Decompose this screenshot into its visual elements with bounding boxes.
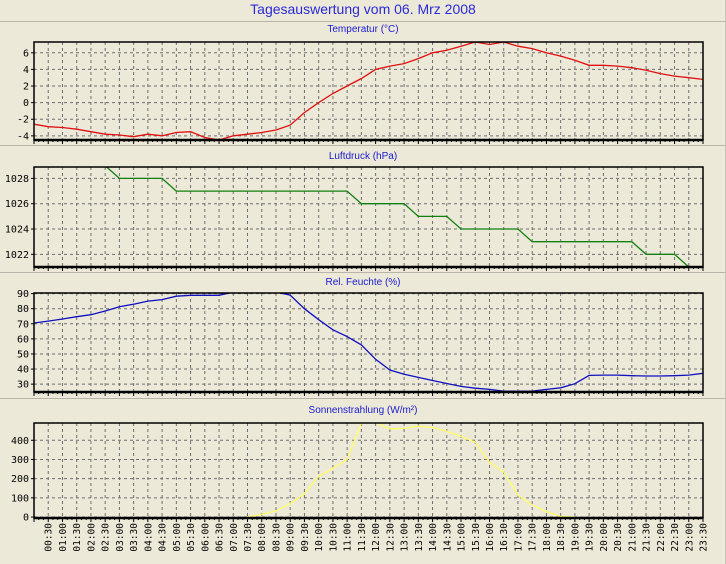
plot-frame bbox=[33, 41, 704, 141]
x-tick-label: 02:00 bbox=[86, 523, 97, 552]
x-tick-label: 14:00 bbox=[428, 523, 439, 552]
x-tick-label: 05:00 bbox=[172, 523, 183, 552]
x-tick-label: 18:00 bbox=[542, 523, 553, 552]
series-line bbox=[105, 167, 703, 267]
x-tick-label: 07:30 bbox=[243, 523, 254, 552]
x-tick-label: 12:30 bbox=[385, 523, 396, 552]
y-tick-label: 1024 bbox=[5, 225, 29, 236]
x-tick-label: 20:30 bbox=[613, 523, 624, 552]
y-tick-label: 1028 bbox=[5, 174, 29, 185]
x-tick-label: 04:00 bbox=[143, 523, 154, 552]
x-tick-label: 00:30 bbox=[44, 523, 55, 552]
panel-title: Sonnenstrahlung (W/m²) bbox=[309, 405, 418, 416]
x-tick-label: 19:00 bbox=[570, 523, 581, 552]
x-tick-label: 11:00 bbox=[343, 523, 354, 552]
y-tick-label: 1026 bbox=[5, 199, 29, 210]
x-tick-label: 01:30 bbox=[72, 523, 83, 552]
y-tick-label: -2 bbox=[17, 115, 29, 126]
y-tick-label: 40 bbox=[17, 365, 29, 376]
y-tick-label: 300 bbox=[11, 455, 29, 466]
panel-2: Luftdruck (hPa) 1022 1024 1026 1028 bbox=[0, 151, 726, 273]
x-tick-label: 05:30 bbox=[186, 523, 197, 552]
x-tick-label: 09:00 bbox=[286, 523, 297, 552]
x-tick-label: 23:30 bbox=[699, 523, 710, 552]
x-tick-label: 16:00 bbox=[485, 523, 496, 552]
plot-frame bbox=[33, 166, 704, 268]
x-tick-label: 15:30 bbox=[471, 523, 482, 552]
panel-3: Rel. Feuchte (%) 30 40 50 60 70 80 90 bbox=[0, 277, 726, 399]
x-tick-label: 23:00 bbox=[684, 523, 695, 552]
y-tick-label: 60 bbox=[17, 334, 29, 345]
x-tick-label: 03:30 bbox=[129, 523, 140, 552]
y-tick-label: 80 bbox=[17, 304, 29, 315]
panel-title: Temperatur (°C) bbox=[327, 24, 398, 35]
x-tick-label: 20:00 bbox=[599, 523, 610, 552]
y-tick-label: 1022 bbox=[5, 250, 29, 261]
y-tick-label: 200 bbox=[11, 474, 29, 485]
plot-frame bbox=[33, 422, 704, 519]
x-tick-label: 03:00 bbox=[115, 523, 126, 552]
panel-4: Sonnenstrahlung (W/m²) 0 100 200 300 400 bbox=[11, 405, 704, 524]
x-tick-label: 19:30 bbox=[585, 523, 596, 552]
y-tick-label: 0 bbox=[23, 513, 29, 524]
x-tick-label: 16:30 bbox=[499, 523, 510, 552]
panel-title: Luftdruck (hPa) bbox=[329, 151, 397, 162]
panel-1: Temperatur (°C) -4 -2 0 2 4 6 bbox=[0, 24, 726, 146]
y-tick-label: 4 bbox=[23, 65, 29, 76]
x-tick-label: 04:30 bbox=[158, 523, 169, 552]
x-tick-label: 02:30 bbox=[101, 523, 112, 552]
plot-frame bbox=[33, 292, 704, 393]
x-tick-label: 21:00 bbox=[627, 523, 638, 552]
y-tick-label: 90 bbox=[17, 289, 29, 300]
x-tick-label: 17:00 bbox=[513, 523, 524, 552]
x-tick-label: 10:30 bbox=[328, 523, 339, 552]
main-title: Tagesauswertung vom 06. Mrz 2008 bbox=[250, 1, 476, 17]
y-tick-label: -4 bbox=[17, 131, 29, 142]
x-tick-label: 12:00 bbox=[371, 523, 382, 552]
y-tick-label: 6 bbox=[23, 48, 29, 59]
x-tick-label: 10:00 bbox=[314, 523, 325, 552]
x-tick-label: 21:30 bbox=[642, 523, 653, 552]
series-line bbox=[34, 42, 703, 140]
y-tick-label: 50 bbox=[17, 349, 29, 360]
x-tick-label: 18:30 bbox=[556, 523, 567, 552]
y-tick-label: 100 bbox=[11, 493, 29, 504]
x-tick-label: 07:00 bbox=[229, 523, 240, 552]
y-tick-label: 30 bbox=[17, 380, 29, 391]
x-tick-label: 01:00 bbox=[58, 523, 69, 552]
x-tick-label: 13:00 bbox=[400, 523, 411, 552]
series-line bbox=[247, 423, 575, 518]
panel-title: Rel. Feuchte (%) bbox=[325, 277, 400, 288]
y-tick-label: 0 bbox=[23, 98, 29, 109]
x-tick-label: 08:00 bbox=[257, 523, 268, 552]
x-tick-label: 09:30 bbox=[300, 523, 311, 552]
x-tick-label: 15:00 bbox=[457, 523, 468, 552]
x-tick-label: 06:30 bbox=[215, 523, 226, 552]
x-tick-label: 17:30 bbox=[528, 523, 539, 552]
x-tick-label: 14:30 bbox=[442, 523, 453, 552]
y-tick-label: 70 bbox=[17, 319, 29, 330]
y-tick-label: 2 bbox=[23, 82, 29, 93]
y-tick-label: 400 bbox=[11, 436, 29, 447]
x-tick-label: 13:30 bbox=[414, 523, 425, 552]
series-line bbox=[34, 293, 703, 392]
x-tick-label: 11:30 bbox=[357, 523, 368, 552]
x-tick-label: 06:00 bbox=[200, 523, 211, 552]
x-tick-label: 22:30 bbox=[670, 523, 681, 552]
x-tick-label: 08:30 bbox=[271, 523, 282, 552]
x-tick-label: 22:00 bbox=[656, 523, 667, 552]
x-axis-labels: 00:30 01:00 01:30 02:00 02:30 03:00 03:30 04:00… bbox=[44, 523, 710, 552]
